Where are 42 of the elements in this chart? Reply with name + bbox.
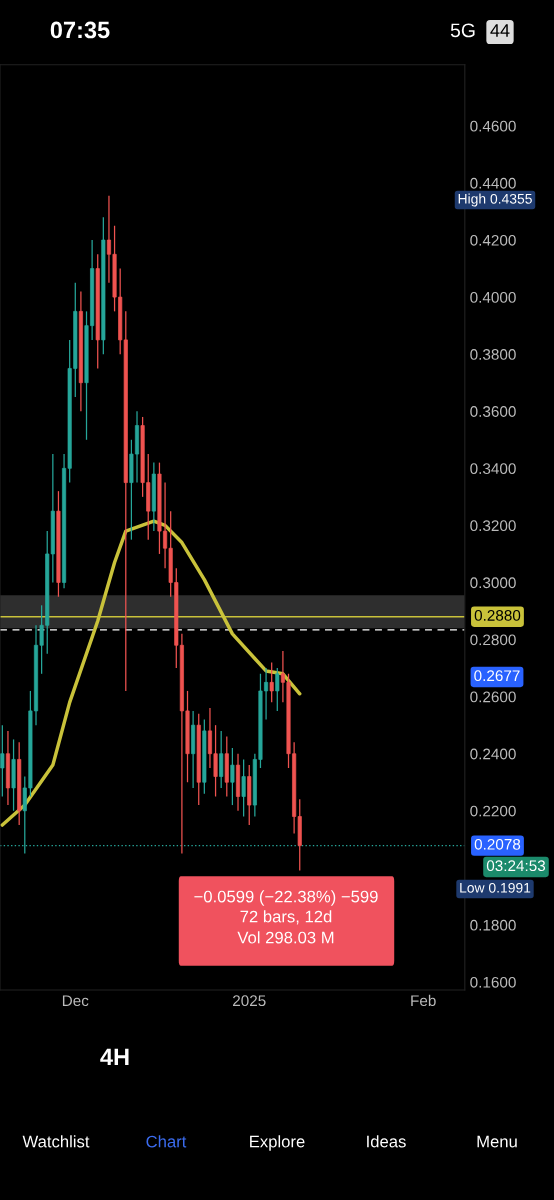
text: Chart	[146, 1135, 187, 1148]
text: 07:35	[50, 21, 110, 39]
y-tick-label: 0.1600	[470, 976, 516, 988]
y-tick-label: 0.3200	[470, 520, 516, 532]
text: Explore	[250, 1135, 305, 1151]
text: Ideas	[367, 1135, 406, 1148]
y-tick-label: 0.2200	[470, 805, 516, 817]
candlestick	[219, 730, 224, 789]
candlestick	[0, 724, 5, 798]
candlestick	[269, 661, 274, 703]
x-tick-label: Feb	[411, 994, 436, 1007]
annotation: Vol 298.03 M	[237, 931, 334, 944]
ref-line-label: 0.2880	[474, 610, 521, 621]
y-tick-label: 0.4200	[470, 234, 516, 246]
y-tick-label: 0.4400	[470, 177, 516, 189]
text: 0.2677	[474, 670, 520, 682]
y-tick-label: 0.2600	[470, 691, 516, 703]
y-tick-label: 0.3000	[470, 577, 516, 589]
text: Watchlist	[22, 1135, 90, 1148]
text: 44	[490, 24, 510, 37]
text: 4H	[100, 1048, 129, 1066]
y-tick-label: 0.2800	[470, 634, 516, 646]
text: 03:24:53	[486, 860, 546, 872]
y-tick-label: 0.1800	[470, 919, 516, 931]
text: Menu	[477, 1135, 517, 1148]
annotation: Low 0.1991	[460, 882, 531, 893]
candlestick	[241, 758, 246, 818]
annotation: High 0.4355	[458, 193, 532, 207]
y-tick-label: 0.3400	[470, 463, 516, 475]
annotation: 72 bars, 12d	[240, 910, 332, 925]
y-tick-label: 0.3600	[470, 406, 516, 417]
y-tick-label: 0.4000	[470, 291, 516, 303]
x-tick-label: Dec	[62, 995, 89, 1007]
y-tick-label: 0.4600	[470, 120, 516, 132]
y-tick-label: 0.2400	[470, 748, 516, 760]
y-tick-label: 0.3800	[470, 349, 516, 360]
ref-line-label: 0.2078	[474, 838, 521, 850]
text: 5G	[450, 23, 475, 38]
candlestick	[275, 667, 280, 712]
candlestick	[230, 747, 235, 806]
x-tick-label: 2025	[233, 995, 266, 1007]
annotation: −0.0599 (−22.38%) −599	[194, 890, 378, 906]
